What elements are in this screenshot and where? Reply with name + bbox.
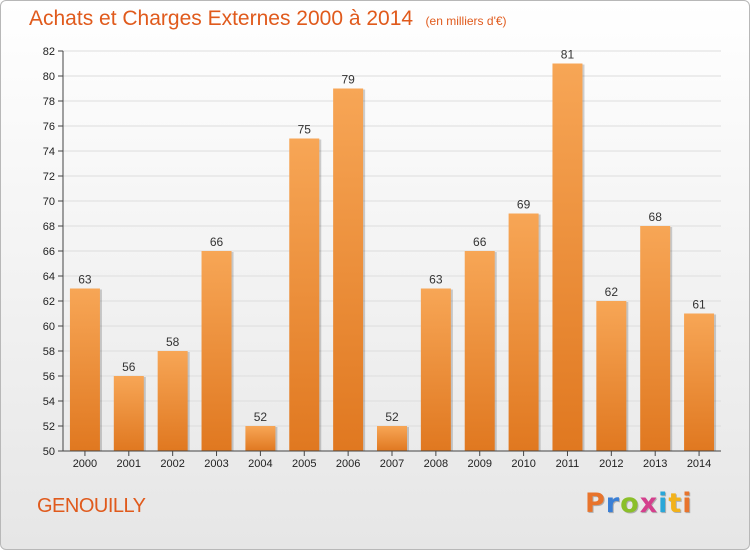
bar (69, 288, 100, 451)
x-tick-label: 2008 (424, 458, 448, 470)
chart-title: Achats et Charges Externes 2000 à 2014 (29, 7, 414, 30)
proxiti-logo: Proxiti (585, 488, 693, 519)
bar (640, 226, 671, 451)
bar-value-label: 56 (122, 360, 136, 374)
bar-value-label: 68 (649, 210, 663, 224)
bar-value-label: 63 (78, 273, 92, 287)
y-tick-label: 62 (43, 296, 55, 308)
bar (508, 213, 539, 451)
y-tick-label: 80 (43, 71, 55, 83)
bar (684, 313, 715, 451)
y-tick-label: 68 (43, 221, 55, 233)
axes (58, 50, 721, 456)
y-tick-label: 60 (43, 321, 55, 333)
x-tick-label: 2003 (204, 458, 228, 470)
logo-letter: x (639, 488, 659, 519)
bar (552, 63, 583, 451)
x-tick-label: 2013 (643, 458, 667, 470)
bar (464, 251, 495, 451)
y-tick-label: 52 (43, 421, 55, 433)
y-tick-label: 58 (43, 346, 55, 358)
x-tick-label: 2005 (292, 458, 316, 470)
x-tick-label: 2012 (599, 458, 623, 470)
bar-value-label: 61 (692, 298, 706, 312)
bar (333, 88, 364, 451)
x-tick-label: 2014 (687, 458, 711, 470)
bar (596, 301, 627, 451)
y-tick-label: 78 (43, 96, 55, 108)
bar (420, 288, 451, 451)
y-tick-label: 50 (43, 446, 55, 458)
bar-value-label: 62 (605, 285, 619, 299)
logo-letter: P (585, 488, 606, 519)
x-tick-label: 2009 (467, 458, 491, 470)
y-tick-label: 54 (43, 396, 55, 408)
logo-letter: o (620, 488, 640, 519)
bar-value-label: 81 (561, 48, 575, 62)
chart-subtitle: (en milliers d'€) (425, 14, 507, 28)
bar-value-label: 66 (473, 235, 487, 249)
bar-value-label: 75 (298, 123, 312, 137)
logo-letter: t (668, 488, 683, 519)
commune-name: GENOUILLY (37, 495, 146, 517)
labels: 50 52 54 56 58 60 62 64 66 68 70 72 74 76 78 80 82 2000 63… (43, 46, 712, 470)
bar-value-label: 79 (341, 73, 355, 87)
x-tick-label: 2002 (160, 458, 184, 470)
bar-value-label: 58 (166, 335, 180, 349)
x-tick-label: 2001 (117, 458, 141, 470)
y-tick-label: 74 (43, 146, 55, 158)
bar-value-label: 66 (210, 235, 224, 249)
y-tick-label: 56 (43, 371, 55, 383)
bar (289, 138, 320, 451)
bar-value-label: 63 (429, 273, 443, 287)
x-tick-label: 2007 (380, 458, 404, 470)
y-tick-label: 70 (43, 196, 55, 208)
x-tick-label: 2011 (556, 458, 580, 470)
logo-letter: i (682, 488, 693, 519)
y-tick-label: 64 (43, 271, 55, 283)
bar (245, 426, 276, 451)
y-tick-label: 72 (43, 171, 55, 183)
bar-value-label: 52 (254, 410, 268, 424)
bar-value-label: 52 (385, 410, 399, 424)
x-tick-label: 2006 (336, 458, 360, 470)
title-row: Achats et Charges Externes 2000 à 2014 (… (29, 7, 507, 31)
bar-value-label: 69 (517, 198, 531, 212)
bar (377, 426, 407, 451)
bar (157, 351, 188, 451)
logo-letter: r (605, 488, 621, 519)
x-tick-label: 2000 (73, 458, 97, 470)
bars (69, 63, 717, 451)
bar (201, 251, 232, 451)
y-tick-label: 76 (43, 121, 55, 133)
y-tick-label: 66 (43, 246, 55, 258)
logo-letter: i (658, 488, 669, 519)
bar (113, 376, 144, 451)
x-tick-label: 2004 (248, 458, 272, 470)
x-tick-label: 2010 (511, 458, 535, 470)
y-tick-label: 82 (43, 46, 55, 58)
